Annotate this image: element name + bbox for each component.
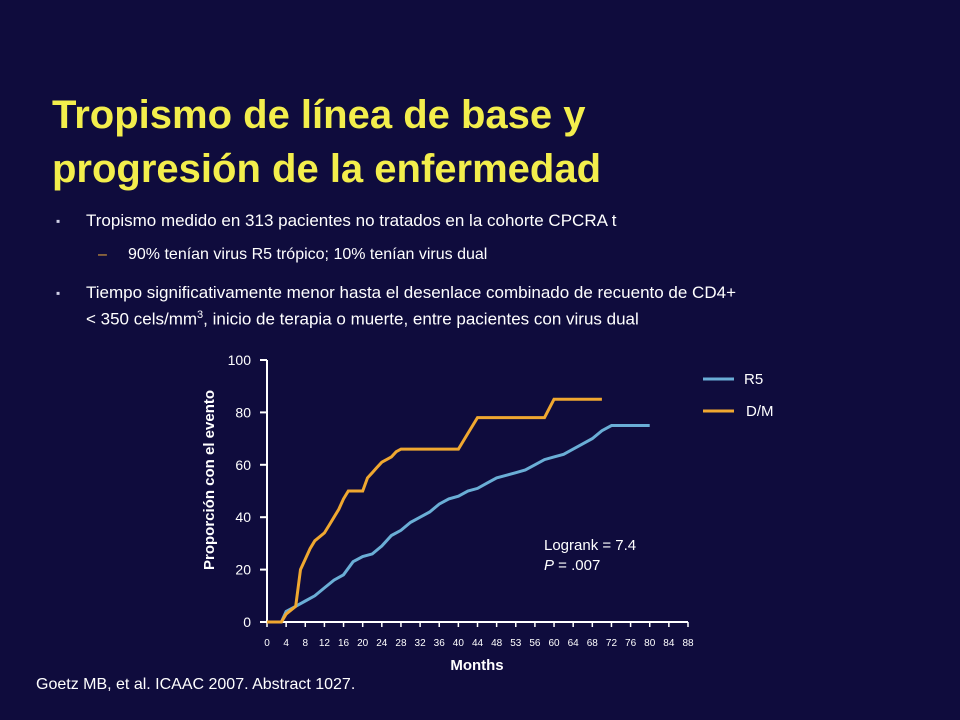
bullet-2-line-2a: < 350 cels/mm <box>86 309 198 329</box>
x-tick-label: 0 <box>264 638 270 649</box>
bullet-list: ▪ Tropismo medido en 313 pacientes no tr… <box>56 210 936 331</box>
y-tick-label: 80 <box>235 404 251 420</box>
sub-bullet-item-1: – 90% tenían virus R5 trópico; 10% tenía… <box>56 244 936 266</box>
superscript-3: 3 <box>197 309 204 321</box>
x-axis-label: Months <box>450 657 503 674</box>
bullet-item-2: ▪ Tiempo significativamente menor hasta … <box>56 282 936 331</box>
y-axis-ticks: 0 20 40 60 80 100 <box>228 352 267 630</box>
x-tick-label: 16 <box>338 638 350 649</box>
annotation-p-value: = .007 <box>554 557 600 574</box>
bullet-square-icon: ▪ <box>56 214 61 228</box>
x-tick-label: 64 <box>568 638 580 649</box>
series-dm-line <box>267 397 602 624</box>
x-tick-label: 56 <box>529 638 541 649</box>
bullet-2-line-1: Tiempo significativamente menor hasta el… <box>86 283 736 302</box>
x-tick-label: 76 <box>625 638 637 649</box>
x-tick-label: 68 <box>587 638 599 649</box>
series-r5-line <box>267 424 650 624</box>
x-tick-label: 32 <box>415 638 427 649</box>
source-citation: Goetz MB, et al. ICAAC 2007. Abstract 10… <box>36 676 356 693</box>
x-tick-label: 88 <box>682 638 694 649</box>
slide-title: Tropismo de línea de base y progresión d… <box>52 88 932 196</box>
y-tick-label: 0 <box>243 614 251 630</box>
x-tick-label: 24 <box>376 638 388 649</box>
sub-bullet-1-text: 90% tenían virus R5 trópico; 10% tenían … <box>128 246 488 263</box>
y-tick-label: 100 <box>228 352 252 368</box>
x-tick-label: 40 <box>453 638 465 649</box>
legend-dm-label: D/M <box>746 403 774 420</box>
x-tick-label: 84 <box>663 638 675 649</box>
bullet-item-1: ▪ Tropismo medido en 313 pacientes no tr… <box>56 210 936 232</box>
annotation-p-letter: P <box>544 557 554 574</box>
annotation-logrank: Logrank = 7.4 <box>544 537 636 554</box>
dash-icon: – <box>98 246 107 263</box>
x-tick-label: 48 <box>491 638 503 649</box>
bullet-2-line-2b: , inicio de terapia o muerte, entre paci… <box>203 309 639 329</box>
x-tick-label: 53 <box>510 638 522 649</box>
y-tick-label: 40 <box>235 509 251 525</box>
x-tick-label: 60 <box>548 638 560 649</box>
title-line-2: progresión de la enfermedad <box>52 147 602 191</box>
y-tick-label: 20 <box>235 562 251 578</box>
annotation-pvalue: P = .007 <box>544 557 600 574</box>
bullet-1-text: Tropismo medido en 313 pacientes no trat… <box>86 211 617 230</box>
title-line-1: Tropismo de línea de base y <box>52 93 586 137</box>
legend-r5-label: R5 <box>744 371 763 388</box>
x-tick-label: 72 <box>606 638 618 649</box>
bullet-square-icon: ▪ <box>56 286 61 300</box>
y-tick-label: 60 <box>235 457 251 473</box>
x-tick-label: 12 <box>319 638 331 649</box>
y-axis-label: Proporción con el evento <box>201 390 218 570</box>
x-axis-ticks: 0 4 8 12 16 20 24 28 32 36 40 44 48 53 56 60 64 68 72 76 80 8… <box>264 622 694 649</box>
x-tick-label: 80 <box>644 638 656 649</box>
x-tick-label: 20 <box>357 638 369 649</box>
x-tick-label: 8 <box>302 638 308 649</box>
x-tick-label: 28 <box>395 638 407 649</box>
x-tick-label: 44 <box>472 638 484 649</box>
x-tick-label: 36 <box>434 638 446 649</box>
x-tick-label: 4 <box>283 638 289 649</box>
